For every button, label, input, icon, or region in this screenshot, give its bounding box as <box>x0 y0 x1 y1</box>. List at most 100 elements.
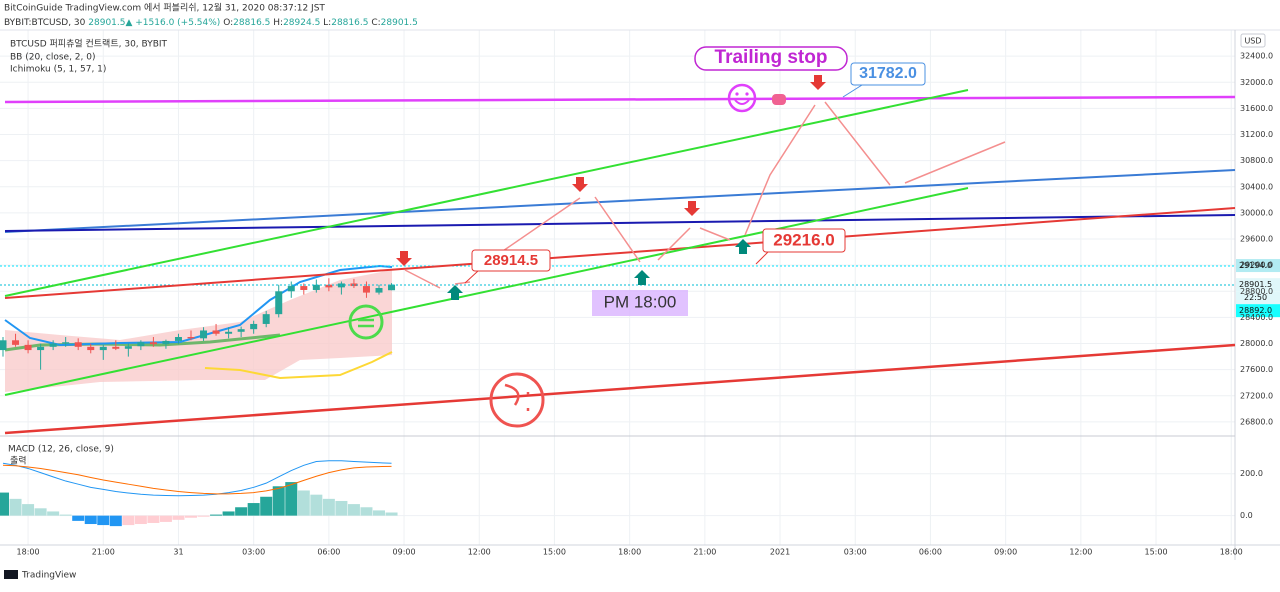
ohlc-value: 28816.5 <box>233 18 270 28</box>
header-line: BitCoinGuide TradingView.com 에서 퍼블리쉬, 12… <box>4 2 325 14</box>
price-labels: 29194.0 28901.5 22:50 28892.0 <box>1236 259 1280 318</box>
y-tick-label: 27600.0 <box>1240 365 1273 374</box>
ichimoku-line <box>4 333 281 352</box>
candle-body <box>225 331 233 334</box>
candle-body <box>12 340 20 345</box>
y-tick-label: 200.0 <box>1240 469 1263 478</box>
macd-line <box>2 464 392 495</box>
callout-text: Trailing stop <box>715 47 828 68</box>
price-label: 28901.5 <box>1239 280 1272 289</box>
x-tick-label: 12:00 <box>468 548 491 557</box>
histogram-bar <box>172 515 185 520</box>
header-quote: BYBIT:BTCUSD, 30 28901.5▲ +1516.0 (+5.54… <box>4 18 418 28</box>
histogram-bar <box>22 504 35 516</box>
face-icon <box>348 304 384 340</box>
candle-body <box>287 286 295 292</box>
callout-box <box>694 46 848 71</box>
macd-line <box>2 460 392 497</box>
histogram-bar <box>385 512 398 516</box>
x-tick-label: 09:00 <box>393 548 416 557</box>
footer-brand: TradingView <box>21 571 76 581</box>
time-box-text: PM 18:00 <box>604 292 677 311</box>
face-icon <box>735 92 739 96</box>
box-pointer <box>464 270 479 284</box>
histogram-bar <box>197 515 210 517</box>
histogram-bar <box>347 504 360 516</box>
price-box <box>850 62 926 86</box>
candle-body <box>174 337 182 341</box>
trend-line <box>4 214 1236 232</box>
price-label-box <box>1236 259 1280 273</box>
x-tick-label: 03:00 <box>844 548 867 557</box>
face-icon <box>358 318 374 328</box>
candle-body <box>187 337 195 339</box>
candle-body <box>37 346 45 351</box>
x-tick-label: 06:00 <box>919 548 942 557</box>
change: ▲ +1516.0 (+5.54%) <box>125 18 220 28</box>
candle-body <box>312 284 320 290</box>
ohlc-label: O: <box>223 18 233 28</box>
candle-body <box>237 329 245 332</box>
down-arrow <box>572 177 588 192</box>
candle-body <box>362 286 370 293</box>
candle-body <box>388 284 396 291</box>
ohlc-value: 28901.5 <box>381 18 418 28</box>
y-tick-label: 30000.0 <box>1240 208 1273 217</box>
candle-body <box>24 344 32 351</box>
candle-body <box>149 342 157 345</box>
histogram-bar <box>109 515 122 527</box>
trend-line <box>4 169 1236 233</box>
histogram-bar <box>122 515 135 526</box>
histogram-bar <box>0 492 10 516</box>
face-icon <box>727 83 757 113</box>
candle-body <box>162 340 170 345</box>
histogram-bar <box>285 482 298 516</box>
candle-body <box>87 346 95 351</box>
box-pointer <box>842 84 863 98</box>
candle-body <box>262 314 270 324</box>
histogram-bar <box>47 511 60 516</box>
logo <box>4 570 18 579</box>
histogram-bar <box>34 508 47 516</box>
candle-body <box>112 346 120 349</box>
down-arrow <box>684 201 700 216</box>
face-icon <box>489 372 545 428</box>
price-box-text: 28914.5 <box>484 252 538 269</box>
y-tick-label: 29200.0 <box>1240 261 1273 270</box>
price-label-box <box>1236 304 1280 318</box>
histogram-bar <box>260 496 273 516</box>
macd-label: 출력 <box>10 455 27 467</box>
x-tick-label: 12:00 <box>1069 548 1092 557</box>
histogram-bar <box>134 515 147 525</box>
price-label: 29194.0 <box>1239 261 1272 270</box>
ohlc-label: L: <box>323 18 331 28</box>
candles <box>0 278 396 370</box>
candle-body <box>124 346 132 349</box>
x-tick-label: 21:00 <box>693 548 716 557</box>
macd-title: MACD (12, 26, close, 9) <box>8 445 114 455</box>
projection-path <box>404 101 1006 289</box>
histogram-bar <box>247 503 260 516</box>
y-tick-label: 30400.0 <box>1240 182 1273 191</box>
up-arrow <box>634 270 650 285</box>
x-tick-label: 2021 <box>770 548 790 557</box>
face-icon <box>504 383 530 411</box>
y-tick-label: 26800.0 <box>1240 417 1273 426</box>
histogram-bar <box>185 515 198 518</box>
histogram-bar <box>322 498 335 516</box>
legend-item: BTCUSD 퍼피츄얼 컨트랙트, 30, BYBIT <box>10 39 168 50</box>
candle-body <box>137 342 145 347</box>
x-tick-label: 03:00 <box>242 548 265 557</box>
candle-body <box>250 323 258 330</box>
histogram-bar <box>360 507 373 516</box>
y-tick-label: 28800.0 <box>1240 287 1273 296</box>
price-label-box <box>1236 278 1280 292</box>
histogram-bar <box>222 511 235 516</box>
histogram-bar <box>147 515 160 523</box>
x-tick-label: 21:00 <box>92 548 115 557</box>
legend-item: Ichimoku (5, 1, 57, 1) <box>10 65 106 75</box>
y-tick-label: 28400.0 <box>1240 313 1273 322</box>
histogram-bar <box>59 514 72 516</box>
